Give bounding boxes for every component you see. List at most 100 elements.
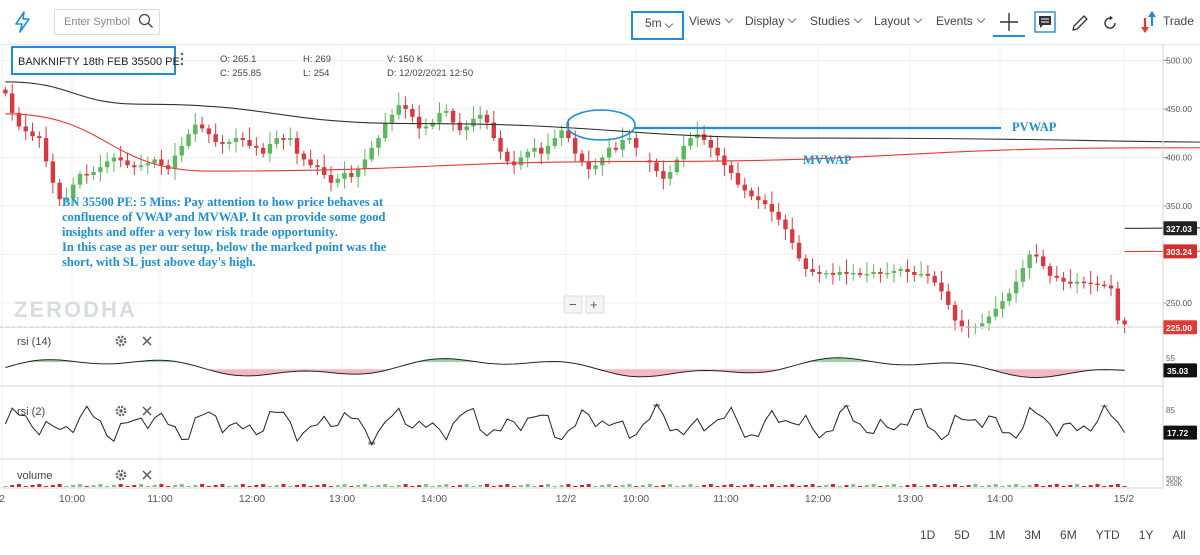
candle-body: [1102, 284, 1107, 287]
search-icon[interactable]: [138, 13, 154, 29]
gear-icon[interactable]: [115, 469, 127, 481]
candle: [376, 135, 381, 156]
zoom-out-button[interactable]: [563, 295, 583, 314]
pencil-icon[interactable]: [1070, 13, 1090, 33]
gear-icon[interactable]: [115, 335, 127, 347]
ohlc-open: O: 265.1: [220, 54, 256, 65]
candle: [91, 166, 96, 180]
candle: [179, 137, 184, 163]
volume-bar: [37, 484, 42, 487]
events-menu[interactable]: Events: [936, 14, 985, 28]
volume-bar: [498, 485, 503, 487]
volume-bar: [23, 486, 28, 487]
candle: [932, 270, 937, 287]
volume-bar: [1034, 484, 1039, 487]
candle-body: [783, 219, 788, 230]
candle: [77, 171, 83, 189]
rsi14-oversold-fill: [5, 369, 1125, 378]
volume-bar: [552, 486, 557, 487]
trade-arrows-icon[interactable]: [1140, 10, 1158, 34]
timeframe-1y[interactable]: 1Y: [1138, 528, 1154, 542]
rsi2-line: [4, 403, 1126, 446]
candle: [518, 150, 524, 171]
close-icon[interactable]: [142, 406, 152, 416]
volume-bar: [1081, 486, 1086, 487]
views-menu[interactable]: Views: [689, 14, 734, 28]
candle-body: [912, 271, 917, 275]
candle-body: [1027, 254, 1032, 269]
lightning-logo-icon[interactable]: [13, 11, 33, 33]
layout-menu[interactable]: Layout: [874, 14, 923, 28]
candle-body: [1013, 281, 1019, 294]
volume-bar: [1047, 485, 1052, 487]
volume-bar: [118, 484, 123, 487]
volume-bar: [715, 486, 720, 487]
candle: [986, 310, 992, 332]
candle: [708, 135, 714, 158]
volume-bar: [783, 485, 788, 487]
candle-body: [484, 114, 490, 123]
symbol-menu-icon[interactable]: [180, 52, 184, 66]
studies-menu[interactable]: Studies: [810, 14, 863, 28]
panel-controls: [115, 335, 152, 481]
search-input[interactable]: [62, 15, 136, 29]
volume-tick-label: 250K: [1166, 481, 1183, 488]
candle: [98, 154, 103, 182]
candle-body: [478, 114, 483, 119]
close-icon[interactable]: [142, 336, 152, 346]
symbol-box[interactable]: [11, 46, 176, 75]
comment-icon[interactable]: [1034, 11, 1056, 33]
chart-area[interactable]: ZERODHA 500.00450.00400.00350.00300.0025…: [0, 44, 1200, 514]
interval-selector[interactable]: 5m: [631, 11, 684, 40]
candle-body: [16, 112, 22, 127]
volume-bar: [193, 485, 198, 487]
volume-bar: [328, 486, 333, 487]
crosshair-icon[interactable]: [992, 4, 1026, 38]
timeframe-6m[interactable]: 6M: [1060, 528, 1077, 542]
candle: [593, 158, 598, 175]
display-menu[interactable]: Display: [745, 14, 797, 28]
timeframe-1m[interactable]: 1M: [988, 528, 1006, 542]
time-axis: 2 10:00 11:00 12:00 13:00 14:00 12/2 10:00 11:00…: [0, 493, 1134, 505]
timeframe-ytd[interactable]: YTD: [1095, 528, 1120, 542]
mvwap-line: [5, 81, 1200, 229]
search-box[interactable]: [54, 9, 160, 35]
close-icon[interactable]: [142, 470, 152, 480]
timeframe-1d[interactable]: 1D: [920, 528, 936, 542]
timeframe-3m[interactable]: 3M: [1024, 528, 1042, 542]
gear-icon[interactable]: [115, 405, 127, 417]
trade-button[interactable]: Trade: [1163, 14, 1194, 28]
candle-body: [491, 122, 496, 139]
candle-body: [715, 147, 720, 156]
candle-body: [505, 151, 510, 162]
timeframe-all[interactable]: All: [1172, 528, 1186, 542]
volume-bar: [403, 484, 408, 487]
candle: [410, 104, 415, 123]
volume-bar: [444, 484, 449, 487]
volume-bar: [953, 484, 958, 487]
refresh-icon[interactable]: [1101, 14, 1119, 32]
symbol-name: BANKNIFTY 18th FEB 35500 PE: [18, 56, 180, 68]
pvwap-label: PVWAP: [1012, 120, 1057, 134]
timeframe-5d[interactable]: 5D: [954, 528, 970, 542]
volume-bar: [91, 485, 96, 487]
candle: [803, 254, 809, 277]
volume-bar: [858, 486, 863, 487]
rsi-badge-bg: [1163, 425, 1197, 440]
candle: [505, 147, 510, 166]
candle: [674, 156, 680, 175]
candle: [233, 128, 239, 153]
volume-bar: [607, 484, 612, 487]
zoom-in-button[interactable]: [585, 295, 605, 314]
candle: [1088, 270, 1093, 295]
candle-body: [620, 140, 625, 150]
candle: [491, 110, 496, 142]
chevron-down-icon: [976, 14, 985, 24]
volume-bar: [274, 485, 279, 487]
candle-body: [857, 272, 863, 275]
candle: [857, 268, 863, 278]
candle-body: [450, 110, 456, 123]
price-badge-bg: [1163, 244, 1197, 259]
volume-bar: [1007, 485, 1012, 487]
volume-bar: [342, 484, 347, 487]
